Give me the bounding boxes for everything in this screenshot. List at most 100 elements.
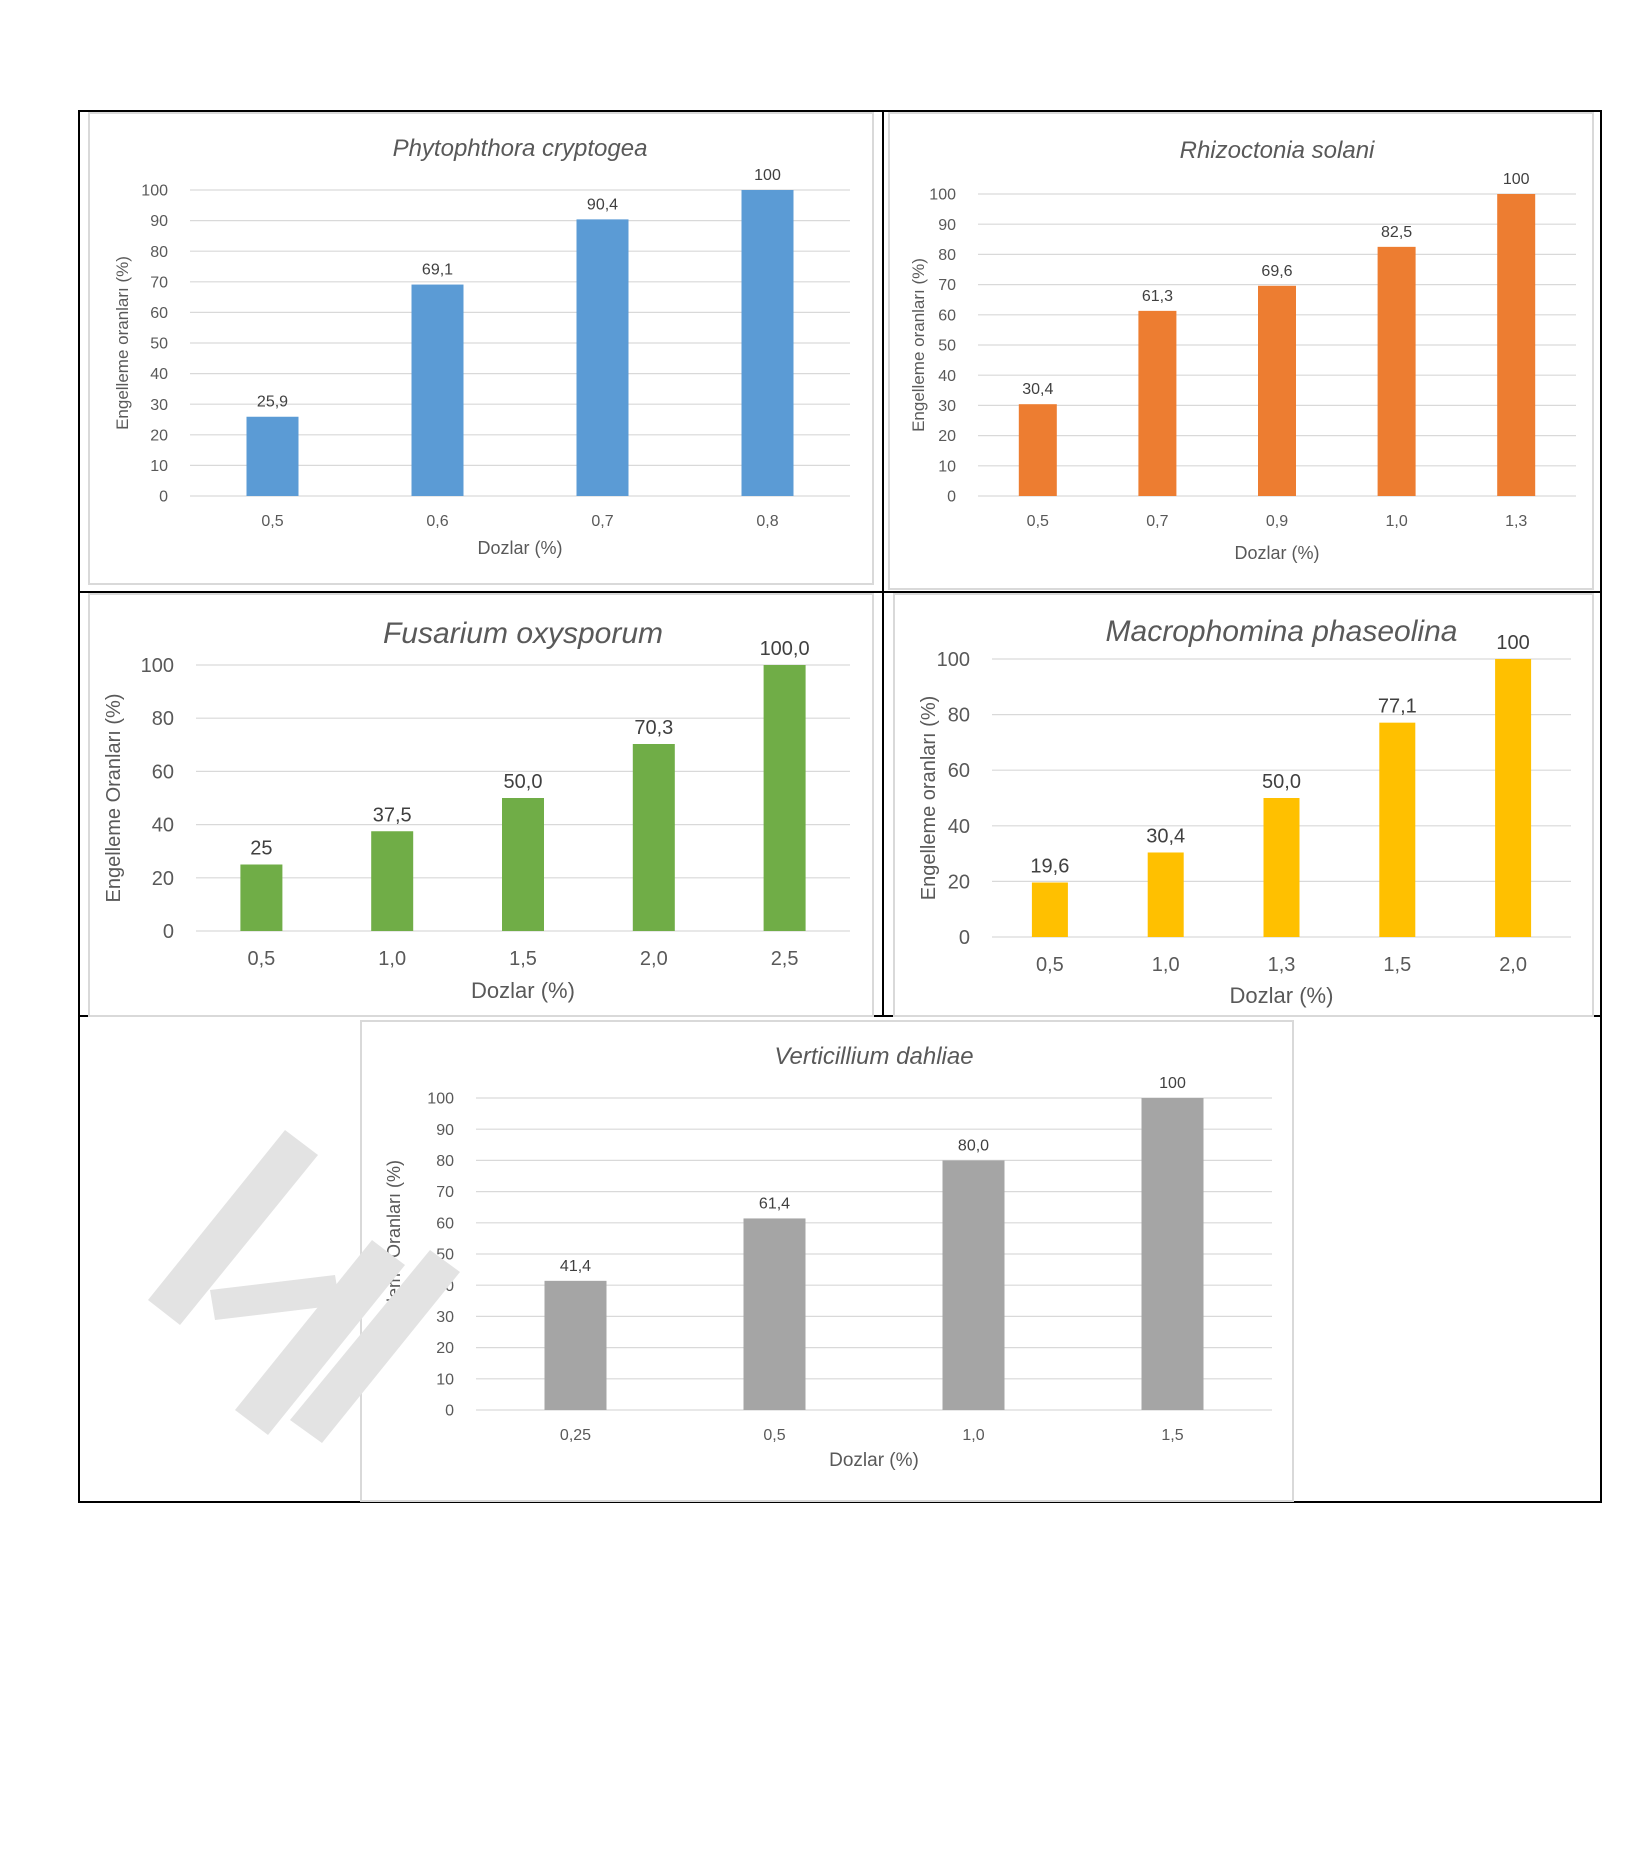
bar <box>544 1280 607 1410</box>
bar <box>371 831 414 931</box>
bar <box>763 665 806 931</box>
data-label: 41,4 <box>560 1258 591 1275</box>
chart-verticillium-dahliae: Verticillium dahliae01020304050607080901… <box>360 1020 1294 1502</box>
x-tick-label: 1,0 <box>1152 954 1180 976</box>
x-tick-label: 1,5 <box>509 948 537 970</box>
data-label: 77,1 <box>1378 696 1417 718</box>
x-tick-label: 1,5 <box>1383 954 1411 976</box>
y-axis-label: Engelleme oranları (%) <box>918 696 940 901</box>
y-tick-label: 90 <box>436 1122 454 1139</box>
bar <box>1138 310 1177 496</box>
y-tick-label: 100 <box>929 187 956 204</box>
chart-phytophthora-cryptogea: Phytophthora cryptogea 0 10 20 30 40 50 60 70 80 9… <box>88 112 874 585</box>
y-tick-label: 0 <box>445 1403 454 1420</box>
bar <box>1497 194 1536 496</box>
x-tick-label: 2,0 <box>640 948 668 970</box>
y-tick-label: 50 <box>938 338 956 355</box>
chart-title: Macrophomina phaseolina <box>1106 615 1458 648</box>
y-tick-label: 60 <box>436 1215 454 1232</box>
x-tick-label: 0,25 <box>560 1427 591 1444</box>
x-tick-label: 0,8 <box>756 513 778 530</box>
chart-title: Rhizoctonia solani <box>1180 137 1375 164</box>
bar <box>1141 1098 1204 1410</box>
data-label: 25,9 <box>257 394 288 411</box>
y-tick-label: 0 <box>947 489 956 506</box>
y-tick-label: 80 <box>436 1153 454 1170</box>
data-label: 61,3 <box>1142 288 1173 305</box>
y-tick-label: 100 <box>141 183 168 200</box>
x-axis-label: Dozlar (%) <box>1230 983 1334 1008</box>
y-tick-label: 20 <box>938 428 956 445</box>
x-tick-label: 0,7 <box>591 513 613 530</box>
y-tick-label: 80 <box>150 244 168 261</box>
chart-title: Fusarium oxysporum <box>383 617 663 650</box>
data-label: 25 <box>250 838 272 860</box>
data-label: 37,5 <box>373 804 412 826</box>
y-tick-label: 20 <box>436 1340 454 1357</box>
y-tick-label: 100 <box>937 649 970 671</box>
x-axis-label: Dozlar (%) <box>477 538 562 558</box>
x-tick-label: 1,5 <box>1161 1427 1183 1444</box>
y-tick-label: 90 <box>938 217 956 234</box>
y-tick-label: 20 <box>152 868 174 890</box>
bar <box>1147 852 1184 937</box>
data-label: 69,1 <box>422 262 453 279</box>
chart-svg: Macrophomina phaseolina 0 20 40 60 80 100 19,6 0… <box>918 615 1571 1008</box>
bar <box>1031 882 1068 937</box>
data-label: 50,0 <box>504 771 543 793</box>
x-tick-label: 0,5 <box>247 948 275 970</box>
y-tick-label: 30 <box>938 398 956 415</box>
chart-title: Phytophthora cryptogea <box>393 135 648 162</box>
bar <box>942 1160 1005 1410</box>
y-tick-label: 60 <box>152 761 174 783</box>
chart-svg: Verticillium dahliae01020304050607080901… <box>384 1043 1272 1471</box>
y-tick-label: 10 <box>938 458 956 475</box>
y-tick-label: 20 <box>150 427 168 444</box>
bar <box>240 864 283 931</box>
x-axis-label: Dozlar (%) <box>829 1450 919 1471</box>
y-tick-label: 60 <box>938 307 956 324</box>
bar <box>632 744 675 931</box>
x-tick-label: 1,0 <box>962 1427 984 1444</box>
bar <box>411 284 464 496</box>
y-tick-label: 40 <box>152 815 174 837</box>
x-tick-label: 1,3 <box>1505 513 1527 530</box>
data-label: 90,4 <box>587 196 618 213</box>
y-tick-label: 70 <box>938 277 956 294</box>
y-axis-label: Engelleme oranları (%) <box>113 256 132 430</box>
data-label: 50,0 <box>1262 771 1301 793</box>
x-axis-label: Dozlar (%) <box>1234 543 1319 563</box>
data-label: 30,4 <box>1146 825 1185 847</box>
bar <box>1263 798 1300 937</box>
bar <box>1379 722 1416 937</box>
chart-svg: Fusarium oxysporum 0 20 40 60 80 100 25 0,5 37,5 1… <box>103 617 850 1003</box>
x-tick-label: 0,5 <box>763 1427 785 1444</box>
data-label: 100 <box>1496 632 1529 654</box>
y-tick-label: 0 <box>159 489 168 506</box>
chart-macrophomina-phaseolina: Macrophomina phaseolina 0 20 40 60 80 100 19,6 0… <box>893 593 1594 1017</box>
chart-svg: Rhizoctonia solani 0 10 20 30 40 50 60 70 80 90 100… <box>909 137 1576 563</box>
bar <box>741 190 794 496</box>
x-tick-label: 0,6 <box>426 513 448 530</box>
y-tick-label: 100 <box>141 655 174 677</box>
data-label: 82,5 <box>1381 224 1412 241</box>
chart-rhizoctonia-solani: Rhizoctonia solani 0 10 20 30 40 50 60 70 80 90 100… <box>888 112 1594 590</box>
watermark-graphic <box>148 1130 460 1443</box>
data-label: 100 <box>754 167 781 184</box>
x-tick-label: 0,5 <box>1036 954 1064 976</box>
y-tick-label: 10 <box>436 1371 454 1388</box>
y-tick-label: 50 <box>150 336 168 353</box>
y-tick-label: 20 <box>948 871 970 893</box>
y-tick-label: 40 <box>938 368 956 385</box>
y-tick-label: 60 <box>948 760 970 782</box>
bar <box>1377 246 1416 496</box>
y-tick-label: 40 <box>150 366 168 383</box>
chart-svg: Phytophthora cryptogea 0 10 20 30 40 50 60 70 80 9… <box>113 135 850 558</box>
x-tick-label: 1,0 <box>1385 513 1407 530</box>
y-tick-label: 0 <box>163 921 174 943</box>
bar <box>502 798 544 931</box>
grid-divider-row1 <box>80 591 1600 593</box>
x-tick-label: 1,3 <box>1268 954 1296 976</box>
y-axis-label: Engelleme Oranları (%) <box>103 694 125 903</box>
x-axis-label: Dozlar (%) <box>471 978 575 1003</box>
